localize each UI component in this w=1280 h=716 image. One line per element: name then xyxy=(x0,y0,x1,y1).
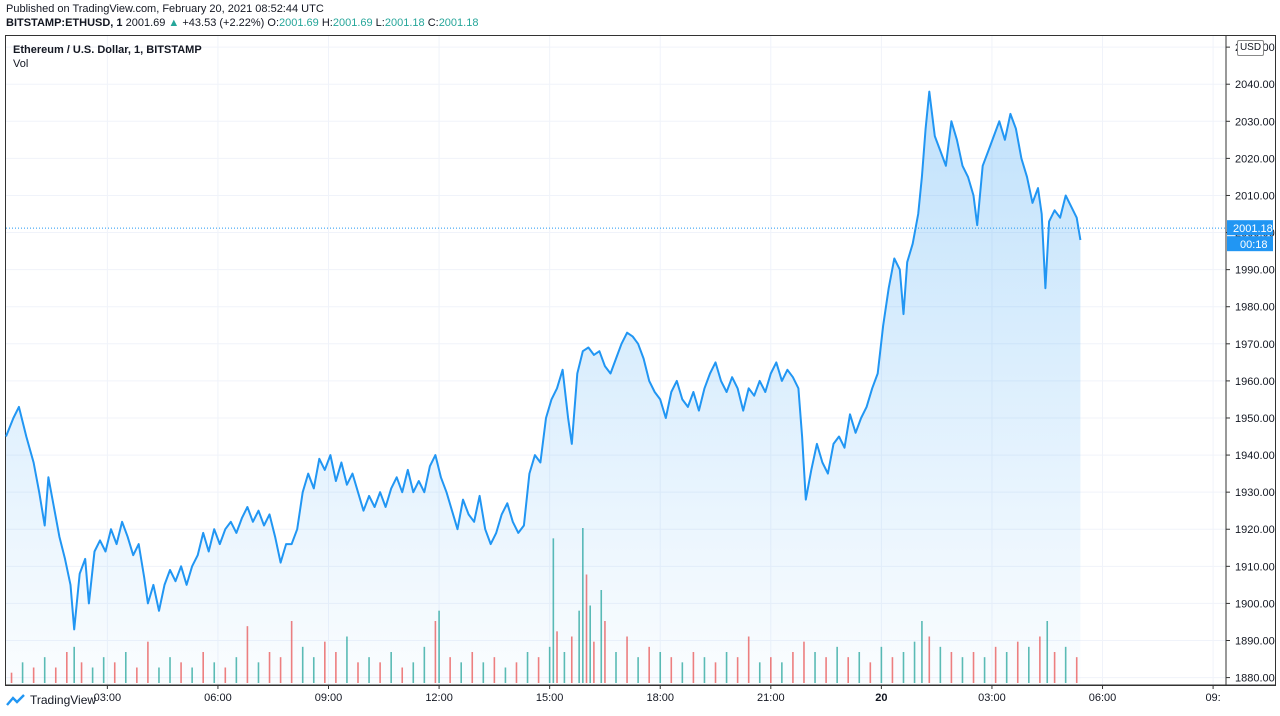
low-label: L: xyxy=(375,17,385,29)
x-tick-label: 06:00 xyxy=(204,692,232,704)
y-tick-label: 1910.00 xyxy=(1235,561,1275,573)
x-tick-label: 15:00 xyxy=(536,692,564,704)
brand-name: TradingView xyxy=(30,693,97,707)
low-value: 2001.18 xyxy=(384,17,425,29)
price-tag-label: 2001.18 xyxy=(1233,223,1273,235)
close-value: 2001.18 xyxy=(438,17,479,29)
symbol-label: BITSTAMP:ETHUSD, 1 xyxy=(6,17,123,29)
x-tick-label: 09:00 xyxy=(315,692,343,704)
countdown-tag-box xyxy=(1227,236,1273,252)
y-tick-label: 1940.00 xyxy=(1235,450,1275,462)
y-tick-label: 1890.00 xyxy=(1235,635,1275,647)
volume-label: Vol xyxy=(13,58,29,70)
y-tick-label: 2030.00 xyxy=(1235,116,1275,128)
x-tick-label: 12:00 xyxy=(425,692,453,704)
y-tick-label: 2010.00 xyxy=(1235,190,1275,202)
price-area xyxy=(6,91,1081,686)
y-tick-label: 2020.00 xyxy=(1235,153,1275,165)
y-tick-label: 2040.00 xyxy=(1235,79,1275,91)
high-label: H: xyxy=(321,17,333,29)
open-value: 2001.69 xyxy=(279,17,319,29)
tradingview-logo-icon xyxy=(6,694,25,706)
y-tick-label: 1930.00 xyxy=(1235,487,1275,499)
x-tick-label: 06:00 xyxy=(1089,692,1117,704)
x-tick-label: 20 xyxy=(875,692,887,704)
y-tick-label: 1980.00 xyxy=(1235,302,1275,314)
high-value: 2001.69 xyxy=(332,17,373,29)
y-tick-label: 1970.00 xyxy=(1235,339,1275,351)
currency-button[interactable]: USD xyxy=(1237,40,1264,56)
open-label: O: xyxy=(267,17,280,29)
y-tick-label: 1900.00 xyxy=(1235,598,1275,610)
countdown-tag-label: 00:18 xyxy=(1240,239,1268,251)
close-label: C: xyxy=(427,17,439,29)
y-tick-label: 1950.00 xyxy=(1235,413,1275,425)
x-tick-label: 21:00 xyxy=(757,692,785,704)
y-tick-label: 1990.00 xyxy=(1235,265,1275,277)
footer-brand: TradingView xyxy=(6,693,96,707)
pane-title: Ethereum / U.S. Dollar, 1, BITSTAMP xyxy=(13,44,202,56)
published-caption: Published on TradingView.com, February 2… xyxy=(6,3,324,15)
last-price: 2001.69 xyxy=(125,17,166,29)
y-tick-label: 1920.00 xyxy=(1235,524,1275,536)
x-tick-label: 18:00 xyxy=(646,692,674,704)
price-tag-box xyxy=(1227,220,1273,236)
y-tick-label: 1960.00 xyxy=(1235,376,1275,388)
x-tick-label: 03:00 xyxy=(978,692,1006,704)
x-tick-label: 09: xyxy=(1205,692,1220,704)
y-tick-label: 1880.00 xyxy=(1235,673,1275,685)
change-value: +43.53 (+2.22%) xyxy=(182,17,265,29)
up-arrow-icon: ▲ xyxy=(168,17,180,29)
ohlc-row: BITSTAMP:ETHUSD, 1 2001.69 ▲ +43.53 (+2.… xyxy=(6,17,478,29)
price-line xyxy=(5,90,1082,631)
x-tick-label: 03:00 xyxy=(94,692,122,704)
